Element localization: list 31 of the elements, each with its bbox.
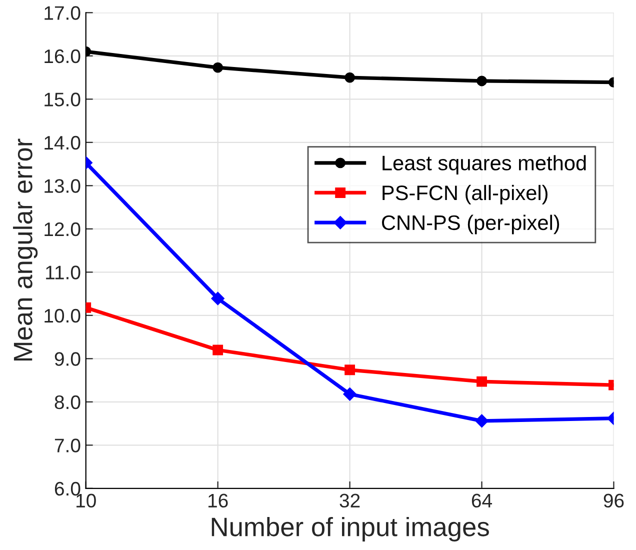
x-tick-label: 64 <box>472 494 492 508</box>
y-tick-label: 9.0 <box>54 352 80 366</box>
y-tick-label: 8.0 <box>54 395 80 410</box>
point <box>475 414 488 428</box>
x-tick-label: 16 <box>208 494 228 508</box>
point <box>212 344 224 356</box>
y-axis-title: Mean angular error <box>13 138 38 361</box>
y-tick-label: 16.0 <box>44 49 80 64</box>
y-tick-label: 11.0 <box>46 266 80 280</box>
point <box>211 292 224 306</box>
point <box>212 62 224 73</box>
legend-label: PS-FCN (all-pixel) <box>382 184 548 204</box>
point <box>476 376 487 387</box>
point <box>344 72 356 83</box>
point <box>476 76 487 86</box>
y-tick-label: 10.0 <box>44 308 80 323</box>
y-tick-label: 14.0 <box>44 136 80 150</box>
legend-label: CNN-PS (per-pixel) <box>382 214 560 234</box>
y-tick-label: 6.0 <box>54 482 80 496</box>
y-tick-label: 13.0 <box>44 179 80 193</box>
y-tick-label: 17.0 <box>44 6 80 20</box>
y-tick-label: 12.0 <box>44 222 80 236</box>
point <box>343 388 356 401</box>
point <box>344 364 356 376</box>
x-tick-label: 96 <box>604 494 624 508</box>
legend-label: Least squares method <box>382 155 586 175</box>
y-tick-label: 15.0 <box>44 92 80 106</box>
x-tick-label: 32 <box>340 494 360 508</box>
x-tick-label: 10 <box>76 494 96 508</box>
y-tick-label: 7.0 <box>54 438 80 452</box>
x-axis-title: Number of input images <box>212 516 489 542</box>
